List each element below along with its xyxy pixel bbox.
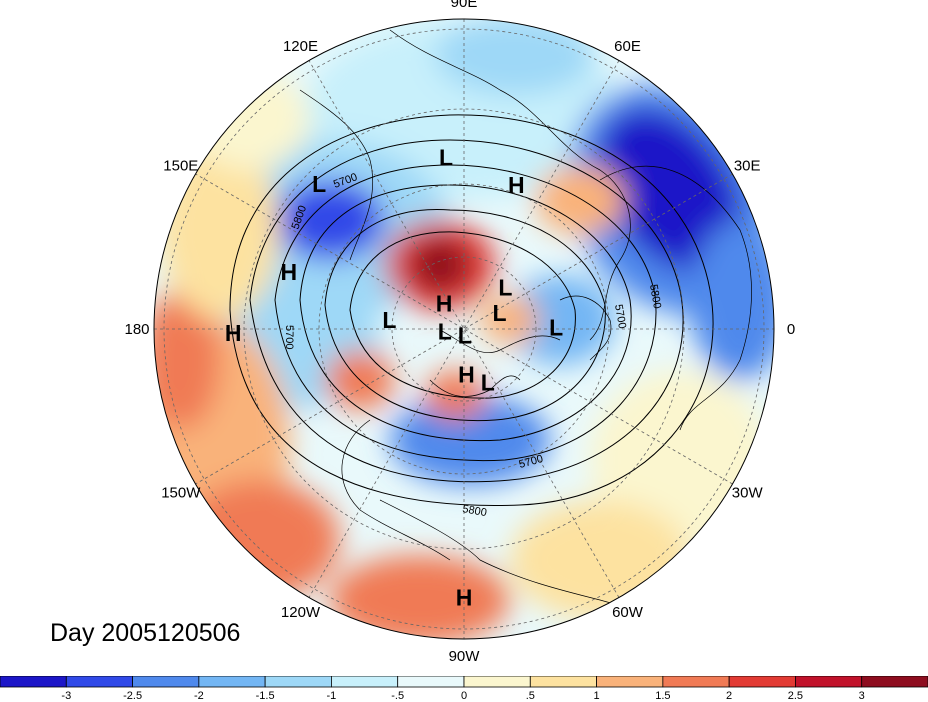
colorbar-box [397,676,465,688]
longitude-label: 120W [281,604,321,621]
colorbar-box [728,676,796,688]
height-contours [229,114,714,506]
colorbar: -3 -2.5 -2 -1.5 -1 -.5 0 .5 1 1.5 2 2.5 3 [0,676,928,702]
longitude-label: 180 [124,321,149,338]
map-border [153,18,775,640]
longitude-labels: 90E 60E 30E 0 30W 60W 90W 120W 150W 180 150E 120E [124,0,795,665]
colorbar-tick-label: -2.5 [123,690,142,702]
colorbar-tick-label: 3 [859,690,865,702]
low-pressure-label: L [312,171,326,197]
colorbar-box [65,676,133,688]
colorbar-box [529,676,597,688]
colorbar-tick-label: 2.5 [788,690,803,702]
colorbar-ticks: -3 -2.5 -2 -1.5 -1 -.5 0 .5 1 1.5 2 2.5 3 [61,690,864,702]
contour-label: 5700 [283,325,295,349]
high-pressure-label: H [456,584,473,610]
colorbar-box [132,676,200,688]
longitude-label: 120E [283,38,318,55]
longitude-label: 150E [163,158,198,175]
colorbar-tick-label: 1 [594,690,600,702]
colorbar-box [662,676,730,688]
anomaly-shading [154,19,774,639]
day-title: Day 2005120506 [50,619,241,647]
longitude-label: 150W [161,485,201,502]
high-pressure-label: H [225,320,242,346]
colorbar-box [331,676,399,688]
colorbar-tick-label: -1 [327,690,337,702]
longitude-label: 60E [614,38,641,55]
low-pressure-label: L [438,319,452,345]
low-pressure-label: L [382,307,396,333]
colorbar-box [795,676,863,688]
colorbar-tick-label: 2 [726,690,732,702]
contour-label: 5800 [461,503,487,519]
colorbar-box [463,676,531,688]
colorbar-tick-label: 0 [461,690,467,702]
longitude-label: 60W [612,604,644,621]
map-figure: 90E 60E 30E 0 30W 60W 90W 120W 150W 180 150E 120E L… [124,0,795,665]
longitude-label: 90E [451,0,478,11]
high-pressure-label: H [508,172,525,198]
colorbar-box [0,676,67,688]
graticule [154,19,774,639]
colorbar-tick-label: 1.5 [655,690,670,702]
longitude-label: 30W [732,485,764,502]
colorbar-boxes [0,676,928,688]
low-pressure-label: L [481,370,495,396]
longitude-label: 90W [449,648,481,665]
colorbar-tick-label: -2 [194,690,204,702]
colorbar-tick-label: -.5 [391,690,404,702]
longitude-label: 30E [734,158,761,175]
contour-label: 5700 [612,303,628,329]
longitude-label: 0 [787,321,795,338]
low-pressure-label: L [498,275,512,301]
contour-label: 5800 [647,283,663,309]
high-pressure-label: H [458,361,475,387]
colorbar-box [198,676,266,688]
high-pressure-label: H [280,259,297,285]
low-pressure-label: L [458,322,472,348]
colorbar-tick-label: -3 [61,690,71,702]
low-pressure-label: L [492,300,506,326]
colorbar-box [861,676,928,688]
colorbar-tick-label: -1.5 [256,690,275,702]
colorbar-box [596,676,664,688]
colorbar-tick-label: .5 [526,690,535,702]
colorbar-box [264,676,332,688]
high-pressure-label: H [436,291,453,317]
low-pressure-label: L [439,145,453,171]
low-pressure-label: L [549,314,563,340]
